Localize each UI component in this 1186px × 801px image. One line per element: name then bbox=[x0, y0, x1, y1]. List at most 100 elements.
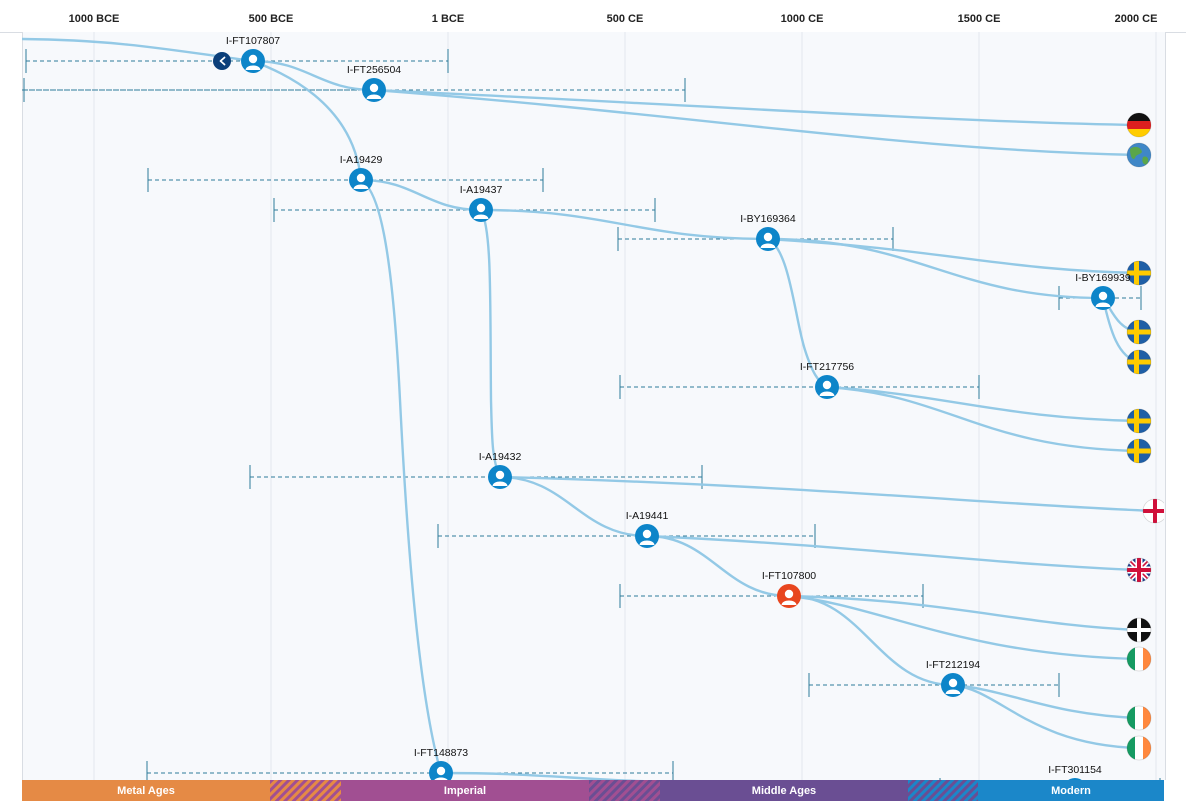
date-ranges bbox=[22, 49, 1161, 780]
tick-label: 2000 CE bbox=[1114, 13, 1158, 25]
era-label: Metal Ages bbox=[117, 784, 175, 797]
date-range bbox=[437, 524, 816, 548]
grid-lines bbox=[93, 32, 1157, 780]
node-label: I-FT107800 bbox=[762, 570, 816, 582]
germany-flag-icon[interactable] bbox=[1126, 112, 1152, 138]
node-i-ft212194[interactable]: I-FT212194 bbox=[926, 659, 980, 697]
node-i-a19441[interactable]: I-A19441 bbox=[626, 510, 669, 548]
ireland-flag-icon[interactable] bbox=[1126, 735, 1152, 761]
sweden-flag-icon[interactable] bbox=[1126, 349, 1152, 375]
tick-label: 1 BCE bbox=[431, 13, 465, 25]
node-label: I-FT212194 bbox=[926, 659, 980, 671]
era-label: Middle Ages bbox=[751, 784, 817, 797]
era-label: Modern bbox=[1051, 784, 1091, 797]
node-i-ft301154[interactable]: I-FT301154 bbox=[1048, 764, 1102, 780]
branch-line bbox=[767, 237, 1140, 275]
person-icon bbox=[639, 529, 655, 545]
node-label: I-FT107807 bbox=[226, 35, 280, 47]
sweden-flag-icon[interactable] bbox=[1126, 319, 1152, 345]
date-range bbox=[617, 227, 894, 251]
time-axis: 1000 BCE 500 BCE 1 BCE 500 CE 1000 CE 15… bbox=[0, 0, 1186, 33]
sweden-flag-icon[interactable] bbox=[1126, 408, 1152, 434]
era-imperial: Imperial bbox=[341, 780, 589, 801]
tick-label: 500 CE bbox=[606, 13, 644, 25]
date-range bbox=[619, 375, 980, 399]
branch-line bbox=[373, 88, 1140, 127]
node-i-ft107807[interactable]: I-FT107807 bbox=[226, 35, 280, 73]
era-middle-ages: Middle Ages bbox=[660, 780, 908, 801]
node-i-ft217756[interactable]: I-FT217756 bbox=[800, 361, 854, 399]
node-i-ft256504[interactable]: I-FT256504 bbox=[347, 64, 401, 102]
back-button[interactable] bbox=[213, 52, 231, 70]
date-range bbox=[147, 168, 544, 192]
branch-line bbox=[480, 208, 769, 241]
node-i-a19432[interactable]: I-A19432 bbox=[479, 451, 522, 489]
cornwall-flag-icon[interactable] bbox=[1126, 617, 1152, 643]
person-icon bbox=[760, 232, 776, 248]
leaf-flags bbox=[1126, 112, 1167, 761]
person-icon bbox=[781, 589, 797, 605]
globe-icon[interactable] bbox=[1126, 142, 1152, 168]
branch-line bbox=[499, 475, 1156, 513]
node-label: I-A19437 bbox=[460, 184, 503, 196]
branch-line bbox=[788, 594, 954, 687]
node-label: I-FT301154 bbox=[1048, 764, 1102, 776]
node-i-a19437[interactable]: I-A19437 bbox=[460, 184, 503, 222]
node-label: I-FT217756 bbox=[800, 361, 854, 373]
branch-line bbox=[767, 237, 828, 389]
branch-line bbox=[360, 178, 482, 212]
branch-line bbox=[788, 594, 1140, 632]
sweden-flag-icon[interactable] bbox=[1126, 260, 1152, 286]
era-label: Imperial bbox=[443, 784, 487, 797]
node-i-a19429[interactable]: I-A19429 bbox=[340, 154, 383, 192]
date-range bbox=[25, 49, 449, 73]
node-i-ft148873[interactable]: I-FT148873 bbox=[414, 747, 468, 780]
date-range bbox=[808, 673, 1060, 697]
branch-line bbox=[646, 534, 790, 598]
era-transition bbox=[589, 780, 660, 801]
node-label: I-A19441 bbox=[626, 510, 669, 522]
node-i-ft107800[interactable]: I-FT107800 bbox=[762, 570, 816, 608]
branch-line bbox=[479, 209, 502, 478]
branch-line bbox=[826, 385, 1140, 423]
branches bbox=[22, 37, 1156, 780]
chevron-left-icon bbox=[219, 56, 226, 66]
node-i-by169939[interactable]: I-BY169939 bbox=[1075, 272, 1131, 310]
branch-line bbox=[252, 59, 375, 92]
node-i-by169364[interactable]: I-BY169364 bbox=[740, 213, 796, 251]
branch-line bbox=[788, 594, 1140, 661]
person-icon bbox=[819, 380, 835, 396]
date-range bbox=[619, 584, 924, 608]
tree-nodes: I-FT107807 I-FT256504 I-A19429 I-A19437 I-BY… bbox=[226, 35, 1131, 780]
england-flag-icon[interactable] bbox=[1142, 498, 1167, 524]
person-icon bbox=[473, 203, 489, 219]
person-icon bbox=[492, 470, 508, 486]
person-icon bbox=[1095, 291, 1111, 307]
node-label: I-A19432 bbox=[479, 451, 522, 463]
node-label: I-BY169939 bbox=[1075, 272, 1131, 284]
era-transition bbox=[270, 780, 341, 801]
tick-label: 1500 CE bbox=[957, 13, 1001, 25]
ireland-flag-icon[interactable] bbox=[1126, 646, 1152, 672]
person-icon bbox=[245, 54, 261, 70]
node-circle bbox=[1068, 778, 1082, 780]
node-label: I-BY169364 bbox=[740, 213, 796, 225]
tick-label: 1000 BCE bbox=[68, 13, 120, 25]
united-kingdom-flag-icon[interactable] bbox=[1126, 557, 1152, 583]
branch-line bbox=[646, 534, 1140, 572]
person-icon bbox=[945, 678, 961, 694]
ireland-flag-icon[interactable] bbox=[1126, 705, 1152, 731]
date-range bbox=[249, 465, 703, 489]
branch-line bbox=[952, 683, 1140, 720]
branch-line bbox=[952, 683, 1140, 750]
tick-label: 1000 CE bbox=[780, 13, 824, 25]
date-range bbox=[146, 761, 674, 780]
person-icon bbox=[434, 766, 448, 780]
sweden-flag-icon[interactable] bbox=[1126, 438, 1152, 464]
person-icon bbox=[353, 173, 369, 189]
date-range bbox=[1058, 286, 1142, 310]
node-label: I-A19429 bbox=[340, 154, 383, 166]
tick-label: 500 BCE bbox=[248, 13, 294, 25]
node-label: I-FT256504 bbox=[347, 64, 401, 76]
